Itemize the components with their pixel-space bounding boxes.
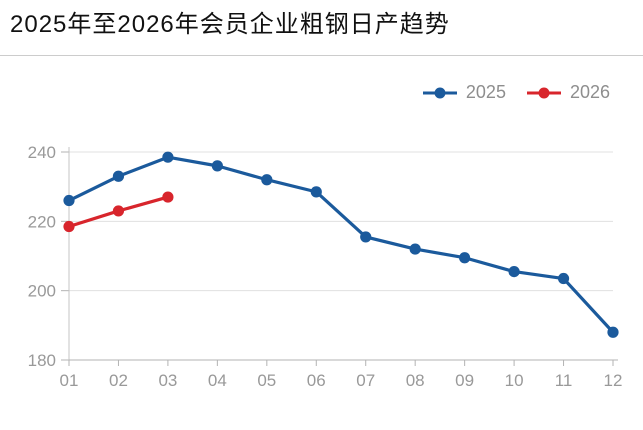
x-axis-tick-label: 09 [455,371,474,390]
x-axis-tick-label: 06 [307,371,326,390]
title-divider [0,55,643,56]
data-point-2025-06[interactable] [310,186,322,198]
y-axis-tick-label: 180 [28,351,56,370]
x-axis-tick-label: 08 [406,371,425,390]
y-axis-tick-label: 220 [28,212,56,231]
data-point-2025-01[interactable] [63,194,75,207]
x-axis-tick-label: 11 [555,371,573,390]
x-axis-tick-label: 12 [604,371,623,390]
x-axis-tick-label: 04 [208,371,227,390]
data-point-2026-02[interactable] [112,205,125,217]
data-point-2026-01[interactable] [63,220,75,233]
legend-item-2025[interactable]: 2025 [422,82,506,103]
series-line-2025 [67,155,615,334]
x-axis-tick-label: 10 [505,371,524,390]
x-axis-tick-label: 01 [60,371,79,390]
data-point-2025-07[interactable] [360,231,372,243]
legend-marker-icon [526,87,561,98]
data-point-2025-03[interactable] [162,151,174,163]
data-point-2025-12[interactable] [607,326,619,338]
data-point-2025-09[interactable] [459,252,471,264]
data-point-2025-05[interactable] [261,174,273,186]
legend: 2025 2026 [422,82,610,103]
data-point-2025-04[interactable] [211,160,223,172]
data-point-2025-02[interactable] [112,170,125,182]
legend-marker-icon [422,87,457,98]
legend-label: 2025 [465,82,506,102]
legend-item-2026[interactable]: 2026 [526,82,610,103]
legend-label: 2026 [569,82,610,102]
y-axis-tick-label: 240 [28,143,56,162]
data-point-2025-08[interactable] [409,243,421,255]
x-axis-tick-label: 02 [109,371,128,390]
data-point-2025-11[interactable] [557,272,570,285]
x-axis-tick-label: 05 [257,371,276,390]
y-axis-tick-label: 200 [28,282,56,301]
page-title: 2025年至2026年会员企业粗钢日产趋势 [10,11,450,38]
x-axis-tick-label: 03 [158,371,177,390]
data-point-2026-03[interactable] [162,191,174,203]
x-axis-tick-label: 07 [356,371,375,390]
data-point-2025-10[interactable] [508,266,520,278]
